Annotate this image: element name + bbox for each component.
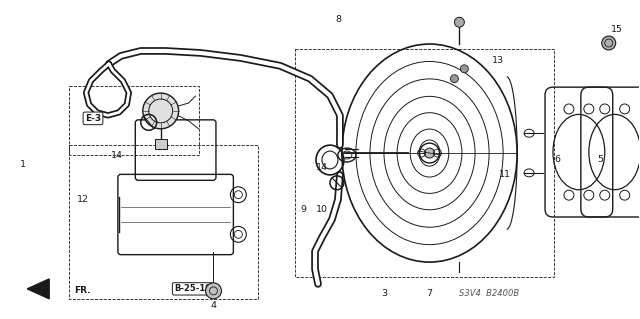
Text: 5: 5 [598, 155, 604, 165]
Bar [69, 145, 259, 299]
Ellipse shape [424, 148, 435, 158]
Circle shape [205, 283, 221, 299]
Polygon shape [28, 279, 49, 299]
Text: FR.: FR. [74, 286, 91, 295]
Text: 13: 13 [492, 56, 504, 65]
Circle shape [602, 36, 616, 50]
Text: 6: 6 [554, 155, 560, 165]
Text: 15: 15 [611, 25, 623, 33]
Text: 14: 14 [111, 151, 123, 160]
Circle shape [143, 93, 179, 129]
Text: 3: 3 [381, 289, 388, 298]
Text: 11: 11 [499, 170, 511, 179]
Text: 7: 7 [426, 289, 433, 298]
Circle shape [454, 17, 465, 27]
Text: 8: 8 [335, 15, 341, 24]
Text: 4: 4 [211, 301, 216, 310]
Text: 14: 14 [316, 163, 328, 173]
Text: 12: 12 [77, 195, 89, 204]
Text: 9: 9 [300, 205, 306, 214]
Text: 10: 10 [316, 205, 328, 214]
Text: B-25-10: B-25-10 [174, 284, 211, 293]
Circle shape [451, 75, 458, 83]
Circle shape [460, 65, 468, 73]
Text: S3V4  B2400B: S3V4 B2400B [459, 289, 519, 298]
Bar [295, 49, 554, 277]
Text: E-3: E-3 [85, 114, 101, 123]
Bar [155, 139, 166, 149]
Text: 1: 1 [20, 160, 26, 169]
Bar [69, 85, 198, 155]
